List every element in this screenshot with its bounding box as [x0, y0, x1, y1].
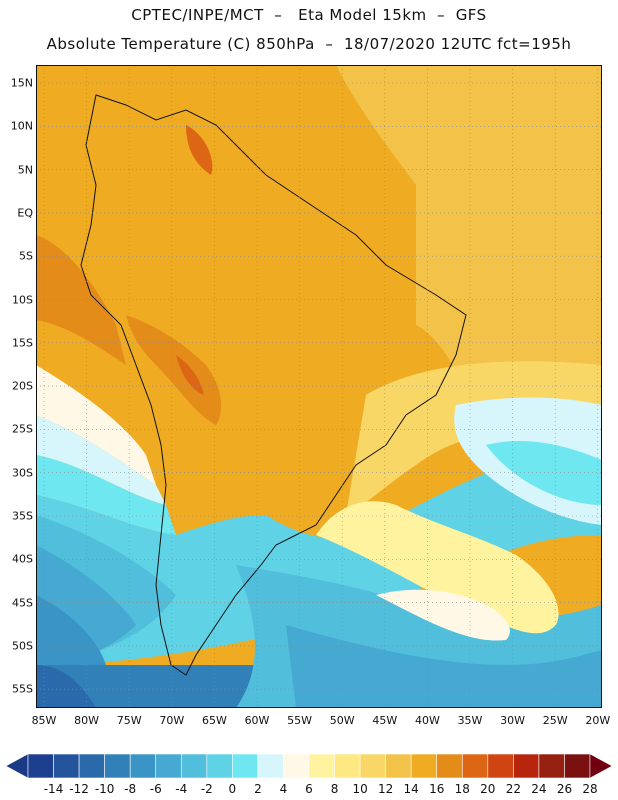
colorbar-swatch-15 — [410, 753, 438, 779]
colorbar-label-18: 22 — [505, 782, 521, 796]
colorbar-label-16: 18 — [454, 782, 470, 796]
lon-label-30W: 30W — [500, 714, 526, 727]
field-band-20-andes — [126, 315, 222, 425]
colorbar-swatch-13 — [359, 753, 386, 779]
colorbar-label-9: 4 — [279, 782, 288, 796]
lat-label-15S: 15S — [12, 336, 33, 350]
colorbar-swatch-10 — [283, 753, 310, 779]
colorbar-label-10: 6 — [305, 782, 313, 796]
colorbar-max-arrow — [589, 753, 612, 779]
colorbar-label-14: 14 — [403, 782, 419, 796]
field-band-8-plume — [316, 501, 559, 634]
field-band-16-atlantic — [336, 65, 602, 395]
lon-label-35W: 35W — [457, 714, 483, 727]
lon-label-65W: 65W — [201, 714, 227, 727]
lat-label-15N: 15N — [10, 76, 33, 90]
colorbar-swatch-8 — [232, 753, 259, 779]
colorbar-swatch-2 — [78, 753, 105, 779]
colorbar-label-2: -10 — [94, 782, 115, 796]
lon-label-70W: 70W — [159, 714, 185, 727]
lon-label-25W: 25W — [542, 714, 568, 727]
field-band-2 — [36, 455, 176, 535]
temperature-field-plot — [36, 65, 602, 708]
lon-label-80W: 80W — [74, 714, 100, 727]
field-band-6 — [36, 365, 156, 485]
colorbar-label-8: 2 — [254, 782, 262, 796]
map-title-line1: CPTEC/INPE/MCT – Eta Model 15km – GFS — [131, 6, 487, 24]
colorbar-label-20: 26 — [556, 782, 573, 796]
lat-label-10S: 10S — [12, 293, 33, 306]
lon-label-50W: 50W — [329, 714, 355, 727]
lon-label-45W: 45W — [372, 714, 398, 727]
field-band-minus8-sw — [36, 665, 96, 708]
colorbar-swatch-16 — [436, 753, 463, 779]
colorbar-label-11: 8 — [330, 782, 339, 796]
temperature-colorbar — [6, 753, 612, 779]
colorbar-label-7: 0 — [228, 782, 237, 796]
lat-label-55S: 55S — [12, 682, 33, 696]
colorbar-swatch-14 — [385, 753, 412, 779]
colorbar-label-13: 12 — [377, 782, 394, 796]
colorbar-label-17: 20 — [480, 782, 496, 796]
colorbar-label-3: -8 — [124, 782, 137, 796]
lon-label-20W: 20W — [585, 714, 611, 727]
colorbar-swatch-11 — [308, 753, 335, 779]
lat-label-25S: 25S — [12, 422, 33, 436]
lat-label-EQ: EQ — [17, 206, 33, 220]
map-frame — [36, 65, 602, 708]
colorbar-swatch-19 — [513, 753, 540, 779]
colorbar-swatch-17 — [461, 753, 489, 779]
colorbar-label-12: 10 — [352, 782, 368, 796]
colorbar-swatch-20 — [538, 753, 565, 779]
lat-label-10N: 10N — [10, 119, 33, 133]
colorbar-swatch-21 — [564, 753, 591, 779]
colorbar-label-15: 16 — [429, 782, 445, 796]
colorbar-swatch-5 — [155, 753, 182, 779]
lat-label-50S: 50S — [12, 639, 33, 653]
lat-label-5N: 5N — [17, 163, 33, 177]
colorbar-swatch-1 — [53, 753, 80, 779]
colorbar-label-19: 24 — [531, 782, 547, 796]
field-band-0-south — [286, 625, 602, 708]
lat-label-45S: 45S — [12, 596, 33, 610]
lat-label-35S: 35S — [12, 509, 33, 523]
colorbar-label-6: -2 — [200, 782, 213, 796]
field-band-0 — [36, 445, 602, 665]
colorbar-label-1: -12 — [69, 782, 89, 796]
colorbar-label-4: -6 — [149, 782, 162, 796]
lon-label-85W: 85W — [31, 714, 57, 727]
map-title-line2: Absolute Temperature (C) 850hPa – 18/07/… — [46, 35, 572, 53]
colorbar-label-0: -14 — [43, 782, 64, 796]
field-band-22-andes — [176, 355, 204, 395]
colorbar-swatch-18 — [487, 753, 514, 779]
colorbar-label-21: 28 — [582, 782, 598, 796]
colorbar-label-5: -4 — [175, 782, 188, 796]
lat-label-40S: 40S — [12, 552, 33, 566]
lon-label-75W: 75W — [116, 714, 142, 727]
lat-label-20S: 20S — [12, 379, 33, 393]
field-band-20-pacific — [36, 235, 126, 365]
lat-label-5S: 5S — [19, 249, 33, 263]
lon-label-40W: 40W — [414, 714, 440, 727]
temperature-map — [36, 65, 602, 708]
colorbar-swatch-0 — [27, 753, 54, 779]
field-band-4 — [36, 415, 166, 505]
colorbar-swatch-12 — [334, 753, 361, 779]
lat-label-30S: 30S — [12, 466, 33, 480]
colorbar-swatch-3 — [104, 753, 131, 779]
field-band-20-colombia — [186, 125, 213, 175]
lon-label-60W: 60W — [244, 714, 270, 727]
colorbar-swatch-9 — [257, 753, 284, 779]
continent-fill — [80, 94, 467, 676]
colorbar-swatch-4 — [129, 753, 157, 779]
colorbar-swatch-7 — [206, 753, 233, 779]
colorbar-swatch-6 — [180, 753, 208, 779]
lon-label-55W: 55W — [287, 714, 313, 727]
colorbar-min-arrow — [6, 753, 29, 779]
